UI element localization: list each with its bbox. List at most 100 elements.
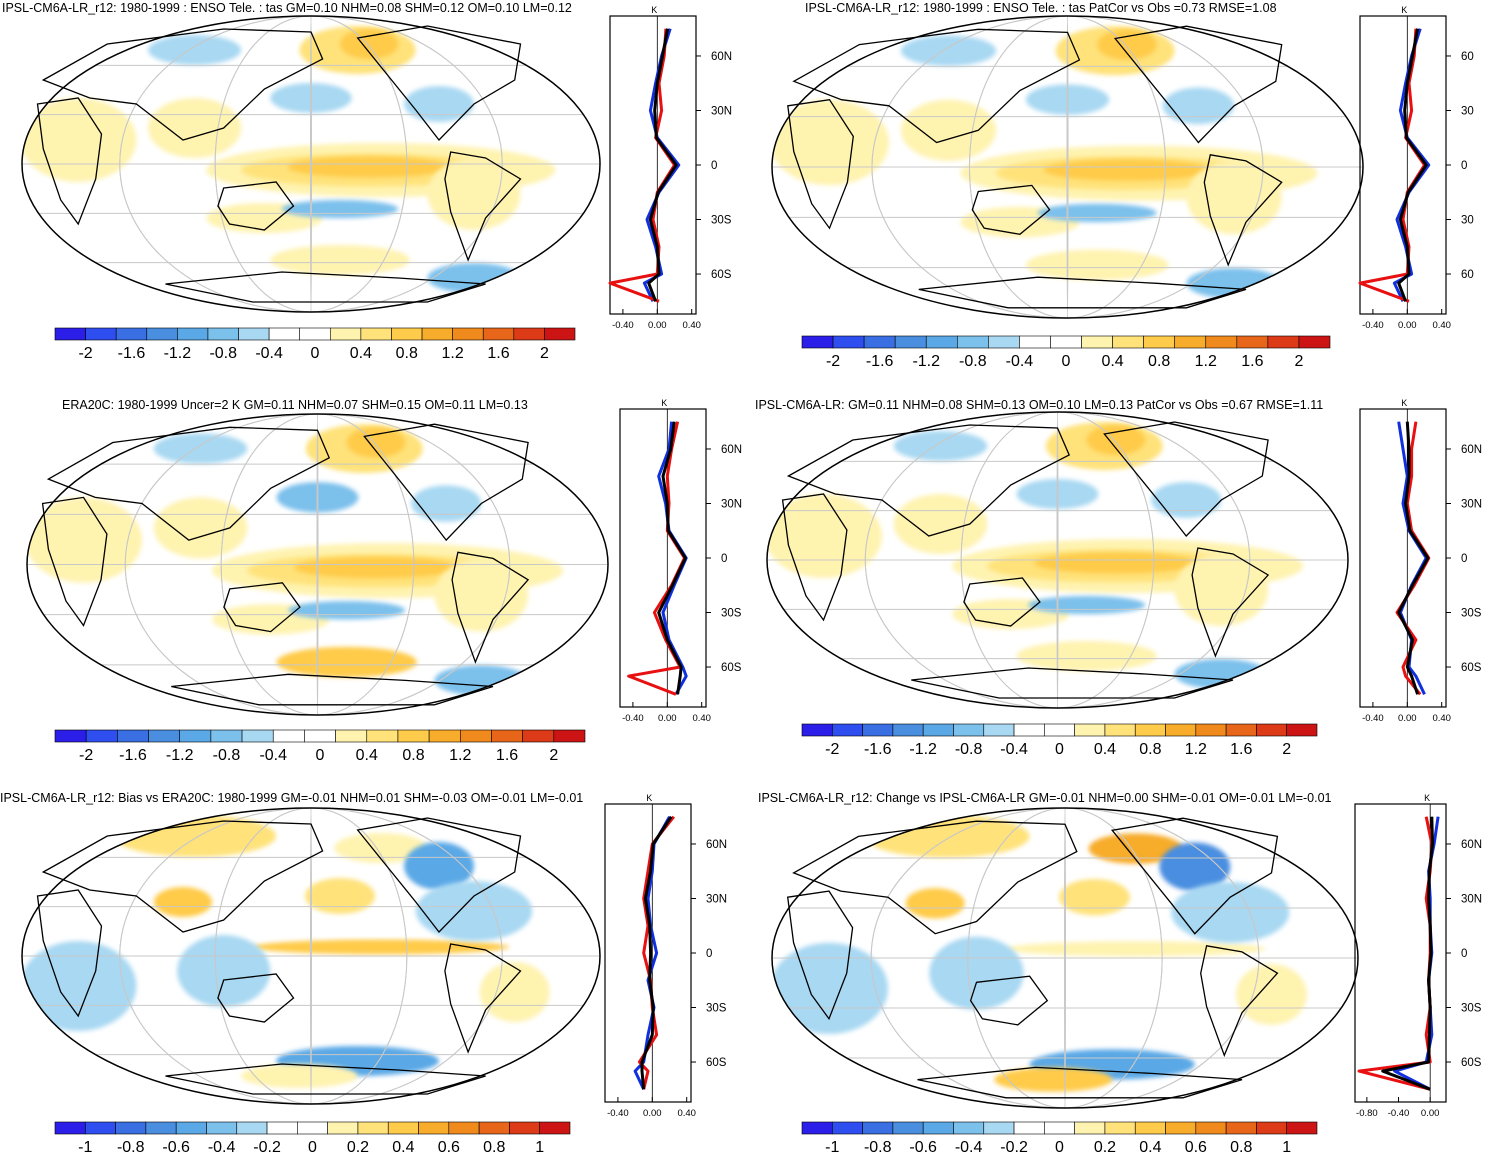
colorbar-swatch [179, 729, 212, 743]
panel-6-map [771, 807, 1359, 1109]
y-tick-label: 30N [706, 893, 727, 905]
y-tick-label: 30S [711, 215, 732, 227]
colorbar-swatch [831, 1121, 863, 1135]
colorbar-swatch [335, 729, 368, 743]
y-tick-label: 0 [711, 160, 717, 172]
colorbar-label: 1 [1282, 1139, 1291, 1153]
colorbar-swatch [544, 327, 576, 341]
colorbar-swatch [1256, 723, 1288, 737]
map-border [21, 15, 601, 313]
colorbar-label: 0.4 [1139, 1139, 1161, 1153]
zonal-frame [604, 803, 692, 1103]
x-tick-label: -0.40 [1362, 320, 1384, 331]
colorbar-swatch [84, 1121, 116, 1135]
south-america-outline [444, 151, 522, 262]
equatorial-warm-core [1043, 159, 1211, 181]
colorbar-label: 0.8 [396, 345, 418, 362]
colorbar-label: -0.8 [955, 741, 983, 758]
colorbar-label: 0.2 [1094, 1139, 1116, 1153]
colorbar-swatch [175, 1121, 207, 1135]
colorbar-swatch [491, 729, 523, 743]
north-america-cool [404, 86, 474, 122]
panel-4-colorbar: -2 -1.6 -1.2 -0.8 -0.4 0 0.4 0.8 1.2 1.6 2 [801, 723, 1318, 758]
north-america-outline [356, 25, 522, 141]
x-tick-label: -0.40 [607, 1108, 629, 1119]
colorbar-swatch [922, 1121, 954, 1135]
colorbar-swatch [299, 327, 331, 341]
tibet-warm [153, 887, 213, 917]
colorbar-swatch [1050, 335, 1082, 349]
indian-west-cool [772, 942, 888, 1034]
colorbar-label: -1.2 [164, 345, 192, 362]
colorbar-label: 1.6 [1241, 353, 1263, 370]
antarctic-cool [1186, 267, 1282, 299]
north-pacific-warm [1059, 878, 1130, 916]
colorbar-swatch [1112, 335, 1144, 349]
colorbar-swatch [1143, 335, 1176, 349]
equatorial-band [1006, 941, 1266, 957]
coastlines [787, 25, 1283, 309]
north-pacific-warm [305, 878, 376, 914]
colorbar-swatch [1165, 1121, 1197, 1135]
colorbar-swatch [983, 1121, 1015, 1135]
equatorial-warm-core [287, 156, 451, 178]
south-america-outline [1200, 945, 1279, 1058]
antarctica-outline [911, 667, 1234, 699]
southern-warm [270, 245, 410, 275]
colorbar-swatch [146, 327, 178, 341]
maritime-cool [177, 935, 271, 1007]
indian-warm [148, 98, 242, 158]
x-tick-label: -0.40 [1362, 713, 1384, 724]
colorbar-label: 1.2 [1195, 353, 1217, 370]
colorbar-swatch [421, 327, 453, 341]
indian-warm [153, 497, 248, 559]
north-america-cool [1151, 482, 1222, 518]
north-america-outline [356, 817, 522, 933]
maritime-cool [929, 936, 1024, 1010]
x-tick-label: -0.80 [1356, 1108, 1378, 1119]
panel-4-zonal-mean-plot: K 60N 30N 0 30S 60S -0.40 0.00 0.40 [1359, 398, 1482, 724]
africa-warm [767, 494, 882, 578]
x-tick-label: 0.40 [677, 1108, 696, 1119]
colorbar-swatch [145, 1121, 177, 1135]
coastlines [36, 25, 522, 303]
map-border [766, 411, 1349, 709]
africa-outline [787, 98, 854, 230]
colorbar-label: 0.8 [1148, 353, 1170, 370]
panel-4-title: IPSL-CM6A-LR: GM=0.11 NHM=0.08 SHM=0.13 … [755, 398, 1324, 412]
colorbar-swatch [85, 327, 117, 341]
zonal-frame [1359, 15, 1447, 315]
colorbar-swatch [539, 1121, 571, 1135]
colorbar-label: 1.2 [442, 345, 464, 362]
colorbar-swatch [459, 729, 492, 743]
south-america-outline [1191, 547, 1270, 658]
colorbar-swatch [478, 1121, 510, 1135]
x-tick-label: 0.00 [1398, 320, 1417, 331]
colorbar-swatch [54, 327, 86, 341]
indian-warm [900, 99, 997, 161]
eurasia-warm [864, 815, 1030, 858]
colorbar-label: -0.2 [253, 1139, 281, 1153]
colorbar-label: 0.4 [1101, 353, 1123, 370]
colorbar-label: -0.4 [255, 345, 283, 362]
colorbar-label: 0 [308, 1139, 317, 1153]
colorbar-swatch [1236, 335, 1269, 349]
colorbar-swatch [327, 1121, 359, 1135]
panel-5-title: IPSL-CM6A-LR_r12: Bias vs ERA20C: 1980-1… [0, 791, 584, 805]
colorbar-label: 0 [316, 747, 325, 764]
colorbar-label: 0 [1062, 353, 1071, 370]
colorbar-swatch [832, 335, 865, 349]
colorbar-label: 0.4 [1094, 741, 1116, 758]
antarctic-cool [427, 263, 521, 293]
colorbar-swatch [482, 327, 515, 341]
colorbar-swatch [1256, 1121, 1288, 1135]
x-tick-label: -0.40 [612, 320, 634, 331]
equatorial-warm-core [294, 556, 458, 579]
siberia-cool [900, 35, 997, 67]
north-america-outline [1113, 25, 1283, 144]
colorbar-label: 1.2 [449, 747, 471, 764]
colorbar-label: -2 [78, 345, 92, 362]
colorbar-label: -1.6 [118, 345, 146, 362]
panel-2-map [771, 15, 1364, 319]
south-america-outline [444, 943, 522, 1054]
